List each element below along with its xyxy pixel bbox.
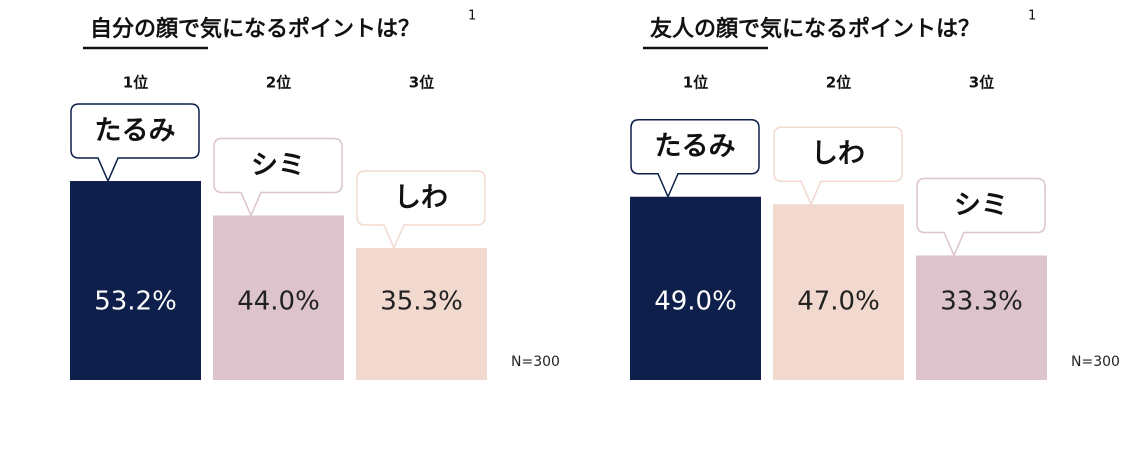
bar (70, 181, 201, 380)
rank-label: 1位 (123, 74, 148, 92)
panel-title: 友人の顔で気になるポイントは？ (650, 16, 980, 42)
rank-label: 2位 (266, 74, 291, 92)
bar (773, 204, 904, 380)
value-label: 35.3% (380, 287, 463, 317)
callout-label: シミ (954, 190, 1008, 221)
rank-label: 2位 (826, 74, 851, 92)
callout (916, 177, 1046, 258)
bar (356, 247, 487, 380)
callout-label: たるみ (655, 131, 736, 162)
note: N=300 (511, 354, 560, 370)
callout (70, 103, 200, 183)
callout-label: しわ (394, 182, 448, 213)
value-label: 49.0% (654, 287, 737, 317)
callout-label: たるみ (95, 116, 176, 147)
callout (630, 118, 760, 199)
rank-label: 3位 (409, 74, 434, 92)
callout-label: しわ (811, 139, 865, 170)
callout-label: シミ (251, 150, 305, 181)
value-label: 47.0% (797, 287, 880, 317)
bar (213, 215, 344, 380)
bar (916, 255, 1047, 380)
note: N=300 (1071, 354, 1120, 370)
callout (773, 126, 903, 207)
callout (213, 137, 343, 218)
value-label: 33.3% (940, 287, 1023, 317)
bar (630, 196, 761, 380)
rank-label: 3位 (969, 74, 994, 92)
panel-title: 自分の顔で気になるポイントは？ (90, 16, 420, 42)
callout (356, 170, 486, 250)
rank-label: 1位 (683, 74, 708, 92)
value-label: 53.2% (94, 287, 177, 317)
title-note: 1 (1028, 9, 1036, 24)
title-note: 1 (468, 9, 476, 24)
value-label: 44.0% (237, 287, 320, 317)
